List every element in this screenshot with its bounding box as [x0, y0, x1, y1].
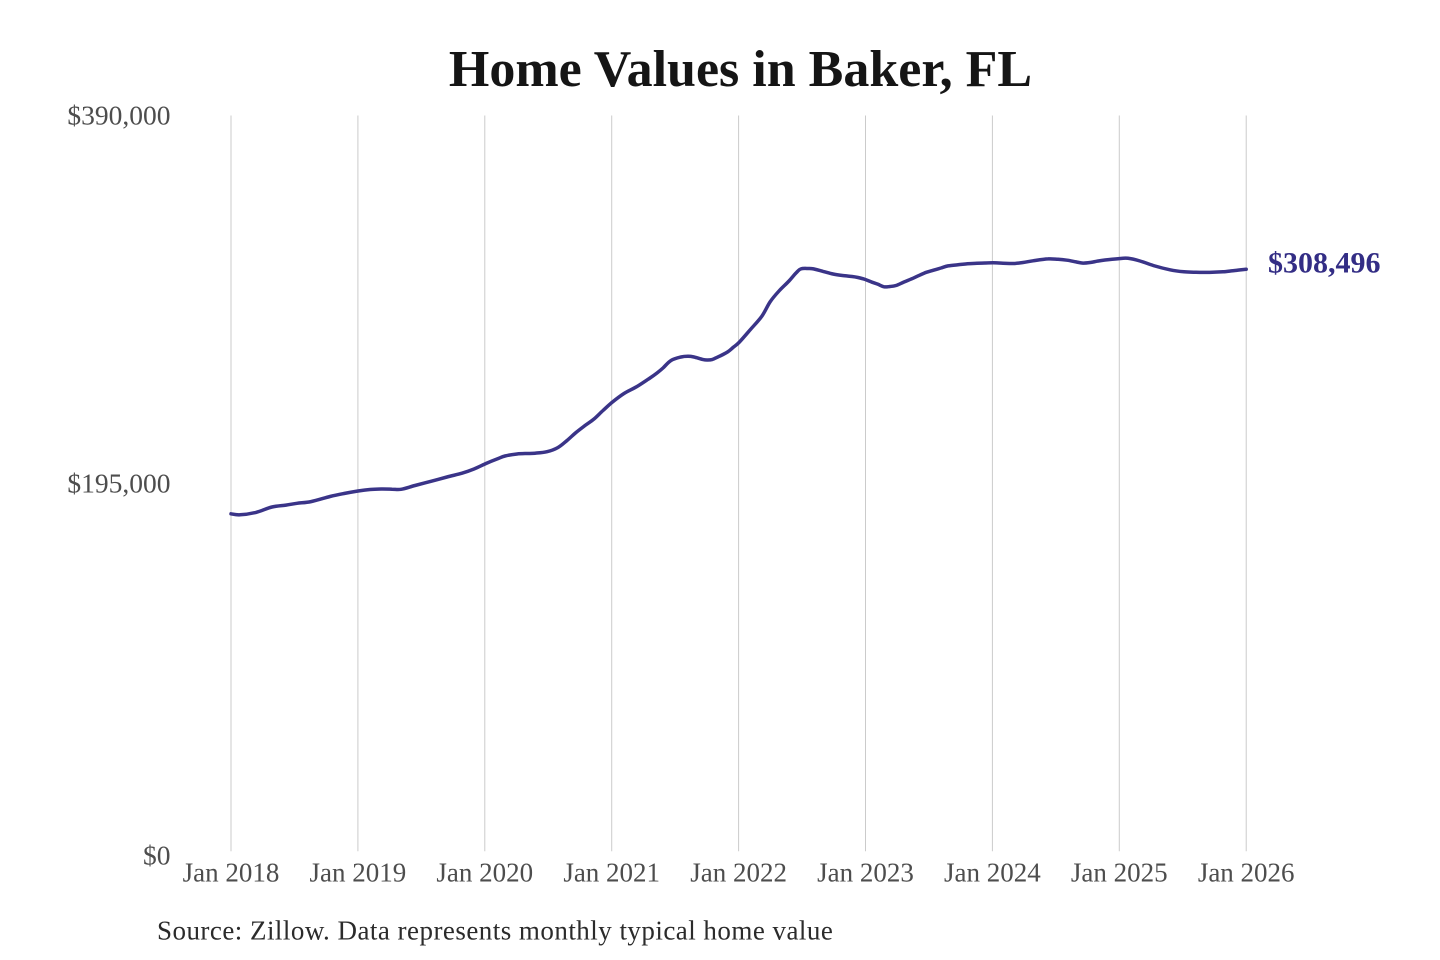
svg-text:Jan 2020: Jan 2020 [436, 858, 533, 888]
svg-text:Jan 2024: Jan 2024 [944, 858, 1041, 888]
svg-text:Jan 2021: Jan 2021 [563, 858, 660, 888]
svg-text:Jan 2022: Jan 2022 [690, 858, 787, 888]
svg-text:Jan 2018: Jan 2018 [183, 858, 280, 888]
svg-text:Jan 2023: Jan 2023 [817, 858, 914, 888]
svg-text:$308,496: $308,496 [1268, 247, 1381, 280]
svg-text:$390,000: $390,000 [67, 100, 170, 131]
svg-text:Jan 2019: Jan 2019 [310, 858, 407, 888]
svg-text:Home Values in Baker, FL: Home Values in Baker, FL [449, 41, 1032, 98]
svg-text:Source: Zillow. Data represent: Source: Zillow. Data represents monthly … [157, 916, 833, 946]
svg-text:$195,000: $195,000 [67, 468, 170, 499]
svg-text:$0: $0 [143, 839, 171, 870]
svg-text:Jan 2026: Jan 2026 [1198, 858, 1295, 888]
svg-text:Jan 2025: Jan 2025 [1071, 858, 1168, 888]
